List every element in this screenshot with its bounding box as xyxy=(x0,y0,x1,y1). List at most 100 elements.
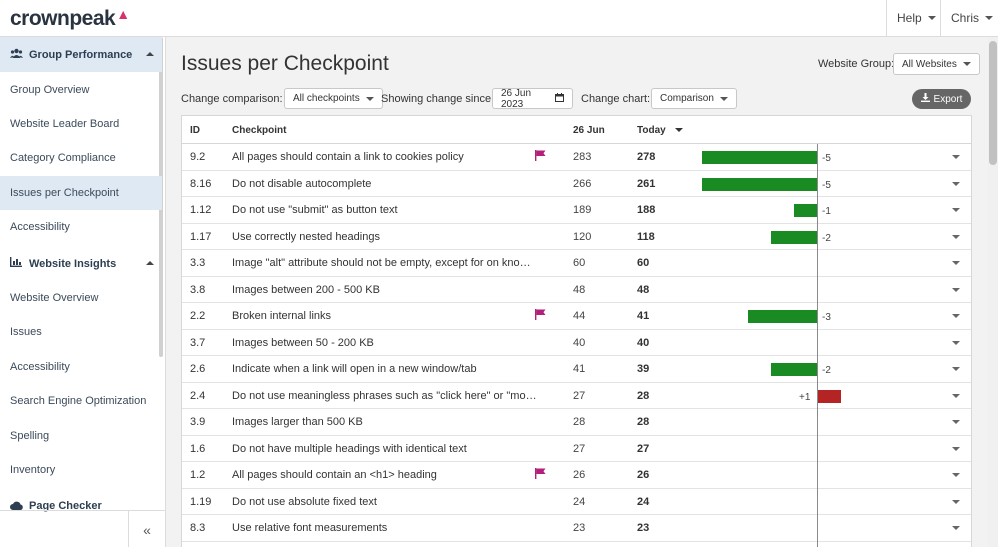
checkpoint-id: 2.6 xyxy=(190,363,206,375)
sidebar-item-inventory[interactable]: Inventory xyxy=(0,453,162,487)
table-row[interactable]: 2.6 Indicate when a link will open in a n… xyxy=(182,356,971,383)
row-expand-chevron-icon[interactable] xyxy=(952,526,960,530)
sidebar-item-website-leader-board[interactable]: Website Leader Board xyxy=(0,107,162,141)
sidebar-section-group-performance[interactable]: Group Performance xyxy=(0,37,162,72)
checkpoint-name[interactable]: Do not use absolute fixed text xyxy=(232,495,377,508)
table-row[interactable]: 8.16 Do not disable autocomplete 266 261 -5 xyxy=(182,171,971,197)
table-row[interactable]: 1.6 Do not have multiple headings with id… xyxy=(182,436,971,462)
sidebar-item-issues-per-checkpoint[interactable]: Issues per Checkpoint xyxy=(0,176,162,210)
issues-table: ID Checkpoint 26 Jun Today 9.2 All pages … xyxy=(181,115,972,547)
header-checkpoint[interactable]: Checkpoint xyxy=(232,125,287,136)
row-expand-chevron-icon[interactable] xyxy=(952,499,960,504)
sidebar-item-insights-accessibility[interactable]: Accessibility xyxy=(0,350,162,384)
main-scrollbar[interactable] xyxy=(988,37,998,547)
table-row[interactable]: 3.3 Image "alt" attribute should not be e… xyxy=(182,250,971,277)
table-row[interactable]: 2.2 Broken internal links 44 41 -3 xyxy=(182,303,971,330)
today-count: 60 xyxy=(637,257,650,269)
checkpoint-name[interactable]: Do not use meaningless phrases such as "… xyxy=(232,389,537,402)
sidebar-item-website-overview[interactable]: Website Overview xyxy=(0,281,162,315)
user-menu[interactable]: Chris xyxy=(940,0,998,36)
previous-count: 120 xyxy=(573,230,592,243)
table-row[interactable]: 8.3 Use relative font measurements 23 23 xyxy=(182,515,971,542)
table-row[interactable]: 1.19 Do not use absolute fixed text 24 24 xyxy=(182,489,971,515)
checkpoint-name[interactable]: Image "alt" attribute should not be empt… xyxy=(232,257,537,269)
checkpoint-name[interactable]: Indicate when a link will open in a new … xyxy=(232,363,477,375)
help-menu[interactable]: Help xyxy=(886,0,950,36)
crownpeak-logo[interactable]: crownpeak▲ xyxy=(10,6,130,31)
change-comparison-value: All checkpoints xyxy=(293,93,360,104)
checkpoint-id: 1.12 xyxy=(190,204,212,216)
table-row[interactable]: 1.2 All pages should contain an <h1> head… xyxy=(182,462,971,489)
website-group-dropdown[interactable]: All Websites xyxy=(893,53,980,75)
table-row[interactable]: 3.9 Images larger than 500 KB 28 28 xyxy=(182,409,971,436)
flag-icon xyxy=(535,309,546,323)
sidebar-section-website-insights[interactable]: Website Insights xyxy=(0,246,162,281)
table-row[interactable]: 1.12 Do not use "submit" as button text 18… xyxy=(182,197,971,224)
checkpoint-id: 9.2 xyxy=(190,151,206,163)
checkpoint-name[interactable]: Images between 200 - 500 KB xyxy=(232,283,380,296)
previous-count: 27 xyxy=(573,442,586,455)
sidebar-footer: « xyxy=(0,510,166,547)
main-scrollbar-thumb[interactable] xyxy=(989,41,997,165)
row-expand-chevron-icon[interactable] xyxy=(952,155,960,159)
checkpoint-name[interactable]: Use relative font measurements xyxy=(232,522,388,534)
checkpoint-name[interactable]: Do not use "submit" as button text xyxy=(232,204,398,216)
row-expand-chevron-icon[interactable] xyxy=(952,473,960,477)
row-expand-chevron-icon[interactable] xyxy=(952,393,960,398)
bar-chart-icon xyxy=(10,257,24,270)
export-button[interactable]: Export xyxy=(912,89,971,109)
sidebar-item-category-compliance[interactable]: Category Compliance xyxy=(0,141,162,175)
export-label: Export xyxy=(933,93,963,105)
sidebar-item-label: Issues per Checkpoint xyxy=(10,187,119,199)
header-today[interactable]: Today xyxy=(637,125,683,136)
row-expand-chevron-icon[interactable] xyxy=(952,446,960,451)
row-expand-chevron-icon[interactable] xyxy=(952,208,960,212)
checkpoint-name[interactable]: Images larger than 500 KB xyxy=(232,416,363,428)
previous-count: 48 xyxy=(573,283,586,296)
sidebar-section-page-checker[interactable]: Page Checker xyxy=(0,489,162,523)
header-prev-date[interactable]: 26 Jun xyxy=(573,125,605,136)
decrease-bar xyxy=(771,230,817,244)
decrease-bar xyxy=(794,204,817,217)
checkpoint-name[interactable]: Use correctly nested headings xyxy=(232,230,380,243)
table-row[interactable]: 9.2 All pages should contain a link to co… xyxy=(182,144,971,171)
row-expand-chevron-icon[interactable] xyxy=(952,420,960,424)
change-comparison-dropdown[interactable]: All checkpoints xyxy=(284,88,383,109)
checkpoint-name[interactable]: Do not have multiple headings with ident… xyxy=(232,442,467,455)
change-value: -5 xyxy=(822,153,831,164)
table-row[interactable]: 2.4 Do not use meaningless phrases such a… xyxy=(182,383,971,409)
today-count: 27 xyxy=(637,442,650,455)
sidebar-item-seo[interactable]: Search Engine Optimization xyxy=(0,384,162,418)
checkpoint-id: 1.17 xyxy=(190,230,212,243)
checkpoint-name[interactable]: All pages should contain a link to cooki… xyxy=(232,151,464,163)
change-chart-value: Comparison xyxy=(660,93,714,104)
checkpoint-name[interactable]: Do not disable autocomplete xyxy=(232,177,372,190)
row-expand-chevron-icon[interactable] xyxy=(952,181,960,186)
previous-count: 41 xyxy=(573,363,586,375)
sidebar-item-accessibility[interactable]: Accessibility xyxy=(0,210,162,244)
change-chart-dropdown[interactable]: Comparison xyxy=(651,88,737,109)
table-row[interactable]: 3.7 Images between 50 - 200 KB 40 40 xyxy=(182,330,971,356)
row-expand-chevron-icon[interactable] xyxy=(952,261,960,265)
sidebar-item-spelling[interactable]: Spelling xyxy=(0,419,162,453)
sidebar-item-label: Issues xyxy=(10,326,42,338)
table-row[interactable]: 1.17 Use correctly nested headings 120 118 -… xyxy=(182,224,971,250)
showing-since-date-input[interactable]: 26 Jun 2023 xyxy=(492,88,573,110)
checkpoint-name[interactable]: Broken internal links xyxy=(232,310,332,322)
checkpoint-name[interactable]: All pages should contain an <h1> heading xyxy=(232,469,437,481)
collapse-sidebar-button[interactable]: « xyxy=(128,511,165,547)
sidebar-item-issues[interactable]: Issues xyxy=(0,315,162,349)
row-expand-chevron-icon[interactable] xyxy=(952,367,960,371)
top-bar: crownpeak▲ Help Chris xyxy=(0,0,998,37)
header-id[interactable]: ID xyxy=(190,125,200,136)
help-label: Help xyxy=(897,11,922,25)
previous-count: 283 xyxy=(573,151,592,163)
previous-count: 24 xyxy=(573,495,586,508)
row-expand-chevron-icon[interactable] xyxy=(952,234,960,239)
checkpoint-name[interactable]: Images between 50 - 200 KB xyxy=(232,336,374,349)
row-expand-chevron-icon[interactable] xyxy=(952,287,960,292)
sidebar-item-group-overview[interactable]: Group Overview xyxy=(0,73,162,107)
row-expand-chevron-icon[interactable] xyxy=(952,340,960,345)
row-expand-chevron-icon[interactable] xyxy=(952,314,960,318)
table-row[interactable]: 3.8 Images between 200 - 500 KB 48 48 xyxy=(182,277,971,303)
